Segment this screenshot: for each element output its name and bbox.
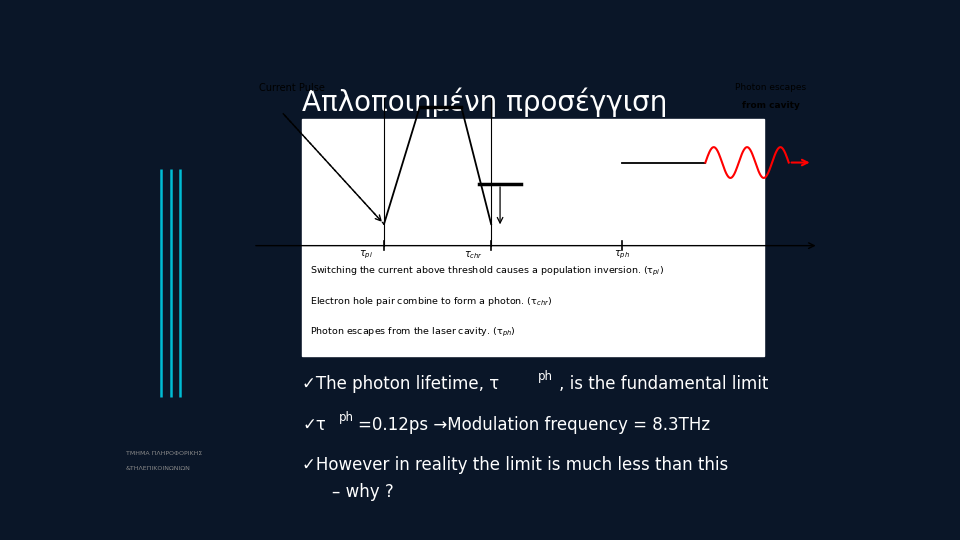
Text: Photon escapes from the laser cavity. (τ$_{ph}$): Photon escapes from the laser cavity. (τ…	[310, 326, 516, 339]
Text: ✓The photon lifetime, τ: ✓The photon lifetime, τ	[302, 375, 499, 393]
Text: ✓However in reality the limit is much less than this: ✓However in reality the limit is much le…	[302, 456, 729, 474]
Text: $\tau_{pi}$: $\tau_{pi}$	[359, 248, 373, 261]
Bar	[302, 119, 763, 356]
Text: Electron hole pair combine to form a photon. (τ$_{chr}$): Electron hole pair combine to form a pho…	[310, 295, 552, 308]
Text: Photon escapes: Photon escapes	[735, 83, 806, 91]
Text: ✓τ: ✓τ	[302, 416, 326, 434]
Text: ph: ph	[339, 411, 353, 424]
Text: $\tau_{chr}$: $\tau_{chr}$	[464, 249, 483, 261]
Text: from cavity: from cavity	[742, 101, 800, 110]
Text: $\tau_{ph}$: $\tau_{ph}$	[614, 248, 630, 261]
Text: Απλοποιημένη προσέγγιση: Απλοποιημένη προσέγγιση	[302, 87, 667, 117]
Text: – why ?: – why ?	[332, 483, 394, 501]
Text: , is the fundamental limit: , is the fundamental limit	[559, 375, 768, 393]
Text: =0.12ps →Modulation frequency = 8.3THz: =0.12ps →Modulation frequency = 8.3THz	[358, 416, 710, 434]
Text: Current Pulse: Current Pulse	[259, 83, 324, 92]
Text: &ΤΗΛΕΠΙΚΟΙΝΩΝΙΩΝ: &ΤΗΛΕΠΙΚΟΙΝΩΝΙΩΝ	[126, 466, 191, 471]
Text: ph: ph	[538, 369, 552, 382]
Text: TMHMA ΠΛΗΡΟΦΟΡΙΚΗΣ: TMHMA ΠΛΗΡΟΦΟΡΙΚΗΣ	[126, 451, 203, 456]
Text: Switching the current above threshold causes a population inversion. (τ$_{pi}$): Switching the current above threshold ca…	[310, 265, 663, 278]
